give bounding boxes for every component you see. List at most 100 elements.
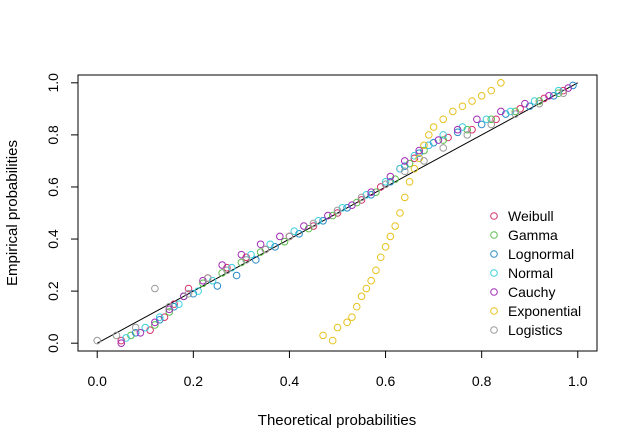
data-point-lognormal	[213, 282, 222, 290]
data-point-exponential	[319, 331, 327, 340]
data-point-exponential	[405, 177, 414, 186]
data-point-exponential	[449, 107, 457, 116]
data-point-weibull	[184, 284, 193, 293]
data-point-weibull	[468, 125, 476, 134]
data-point-lognormal	[319, 217, 327, 225]
data-point-exponential	[468, 97, 476, 105]
data-point-exponential	[497, 79, 505, 87]
data-point-cauchy	[276, 232, 284, 241]
legend-marker-exponential	[490, 307, 498, 315]
data-point-logistics	[487, 120, 496, 129]
legend-label-exponential: Exponential	[508, 303, 581, 319]
data-point-exponential	[367, 276, 375, 285]
data-point-cauchy	[367, 188, 375, 196]
series-cauchy	[117, 84, 572, 347]
data-point-exponential	[376, 253, 385, 262]
data-point-lognormal	[367, 190, 375, 199]
data-point-exponential	[477, 92, 486, 100]
data-point-normal	[425, 141, 433, 150]
data-point-logistics	[151, 284, 159, 293]
x-tick-label: 0.8	[472, 373, 492, 389]
data-point-exponential	[410, 164, 419, 173]
data-point-exponential	[458, 102, 467, 111]
data-point-cauchy	[564, 84, 572, 92]
data-point-exponential	[352, 302, 361, 311]
data-point-exponential	[391, 222, 399, 230]
data-point-cauchy	[497, 107, 505, 116]
data-point-lognormal	[232, 271, 241, 280]
data-point-logistics	[242, 256, 250, 264]
data-point-gamma	[328, 211, 337, 220]
data-point-cauchy	[386, 172, 395, 181]
data-point-cauchy	[434, 136, 443, 144]
data-point-cauchy	[545, 92, 553, 100]
y-tick-label: 1.0	[45, 73, 61, 93]
data-point-cauchy	[324, 211, 332, 220]
data-point-exponential	[381, 243, 390, 251]
data-point-logistics	[420, 157, 428, 165]
data-point-logistics	[511, 110, 520, 118]
data-point-normal	[381, 177, 390, 186]
data-point-lognormal	[252, 256, 260, 264]
legend-label-lognormal: Lognormal	[508, 246, 574, 262]
legend-marker-gamma	[490, 231, 498, 239]
data-point-lognormal	[477, 120, 486, 129]
x-tick-label: 0.0	[87, 373, 107, 389]
legend-label-cauchy: Cauchy	[508, 284, 555, 300]
y-tick-label: 0.8	[45, 125, 61, 145]
data-point-cauchy	[521, 99, 529, 108]
data-point-logistics	[223, 266, 231, 275]
data-point-logistics	[184, 289, 193, 298]
reference-line	[96, 82, 579, 344]
data-point-cauchy	[117, 339, 126, 347]
x-tick-label: 0.6	[376, 373, 396, 389]
data-point-logistics	[381, 180, 390, 189]
data-point-normal	[141, 323, 150, 332]
y-tick-label: 0.0	[45, 333, 61, 353]
data-point-logistics	[333, 206, 342, 215]
data-point-logistics	[131, 323, 140, 332]
data-point-logistics	[165, 302, 174, 311]
data-point-logistics	[559, 89, 568, 98]
data-point-exponential	[396, 209, 404, 217]
data-point-gamma	[280, 237, 289, 246]
data-point-exponential	[357, 292, 366, 301]
data-point-logistics	[463, 131, 472, 139]
legend-label-logistics: Logistics	[508, 322, 562, 338]
data-point-normal	[439, 131, 448, 139]
data-point-normal	[194, 287, 202, 295]
data-point-cauchy	[473, 115, 481, 124]
data-point-gamma	[535, 97, 544, 105]
data-point-cauchy	[237, 250, 246, 259]
data-point-cauchy	[256, 240, 265, 249]
data-point-exponential	[348, 313, 356, 321]
data-point-cauchy	[300, 222, 308, 230]
legend-label-gamma: Gamma	[508, 227, 558, 243]
data-point-normal	[247, 250, 255, 259]
data-point-exponential	[487, 86, 496, 95]
y-tick-label: 0.6	[45, 177, 61, 197]
data-point-gamma	[487, 115, 496, 124]
data-point-lognormal	[549, 92, 558, 100]
data-point-weibull	[410, 154, 419, 163]
data-point-logistics	[357, 193, 366, 202]
data-point-logistics	[285, 232, 294, 241]
data-point-logistics	[203, 274, 212, 282]
data-point-logistics	[261, 245, 270, 254]
data-point-lognormal	[131, 328, 140, 337]
data-point-exponential	[400, 193, 409, 202]
data-point-gamma	[165, 308, 174, 316]
series-normal	[122, 86, 563, 342]
data-point-gamma	[199, 279, 207, 288]
data-point-logistics	[400, 167, 409, 176]
data-point-exponential	[333, 323, 342, 332]
legend-marker-lognormal	[490, 250, 498, 258]
series-exponential	[319, 79, 505, 345]
data-point-cauchy	[453, 125, 462, 134]
data-point-cauchy	[165, 305, 174, 314]
data-point-exponential	[328, 336, 337, 345]
legend-label-weibull: Weibull	[508, 208, 554, 224]
data-point-exponential	[420, 141, 428, 150]
x-tick-label: 0.2	[184, 373, 204, 389]
